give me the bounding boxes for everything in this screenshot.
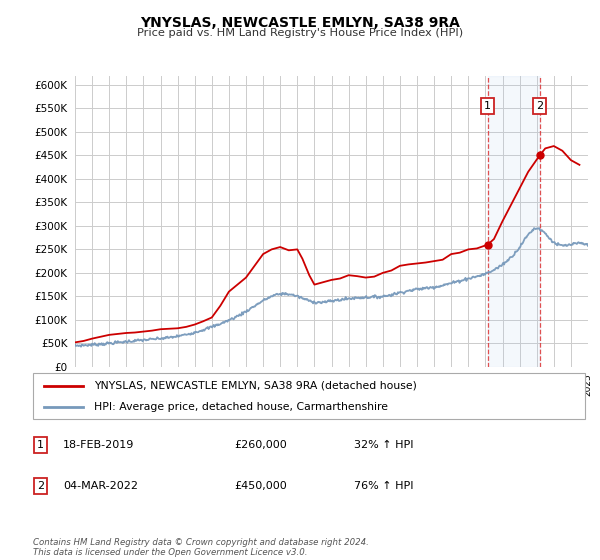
Text: 2: 2	[536, 101, 543, 111]
Text: Contains HM Land Registry data © Crown copyright and database right 2024.
This d: Contains HM Land Registry data © Crown c…	[33, 538, 369, 557]
Text: 32% ↑ HPI: 32% ↑ HPI	[354, 440, 413, 450]
Text: 1: 1	[484, 101, 491, 111]
FancyBboxPatch shape	[33, 373, 585, 419]
Text: 76% ↑ HPI: 76% ↑ HPI	[354, 481, 413, 491]
Text: 2: 2	[37, 481, 44, 491]
Text: 04-MAR-2022: 04-MAR-2022	[63, 481, 138, 491]
Text: YNYSLAS, NEWCASTLE EMLYN, SA38 9RA (detached house): YNYSLAS, NEWCASTLE EMLYN, SA38 9RA (deta…	[94, 381, 416, 391]
Text: £260,000: £260,000	[234, 440, 287, 450]
Text: Price paid vs. HM Land Registry's House Price Index (HPI): Price paid vs. HM Land Registry's House …	[137, 28, 463, 38]
Text: YNYSLAS, NEWCASTLE EMLYN, SA38 9RA: YNYSLAS, NEWCASTLE EMLYN, SA38 9RA	[140, 16, 460, 30]
Text: 1: 1	[37, 440, 44, 450]
Text: 18-FEB-2019: 18-FEB-2019	[63, 440, 134, 450]
Bar	[488, 76, 539, 367]
Text: £450,000: £450,000	[234, 481, 287, 491]
Text: HPI: Average price, detached house, Carmarthenshire: HPI: Average price, detached house, Carm…	[94, 403, 388, 412]
